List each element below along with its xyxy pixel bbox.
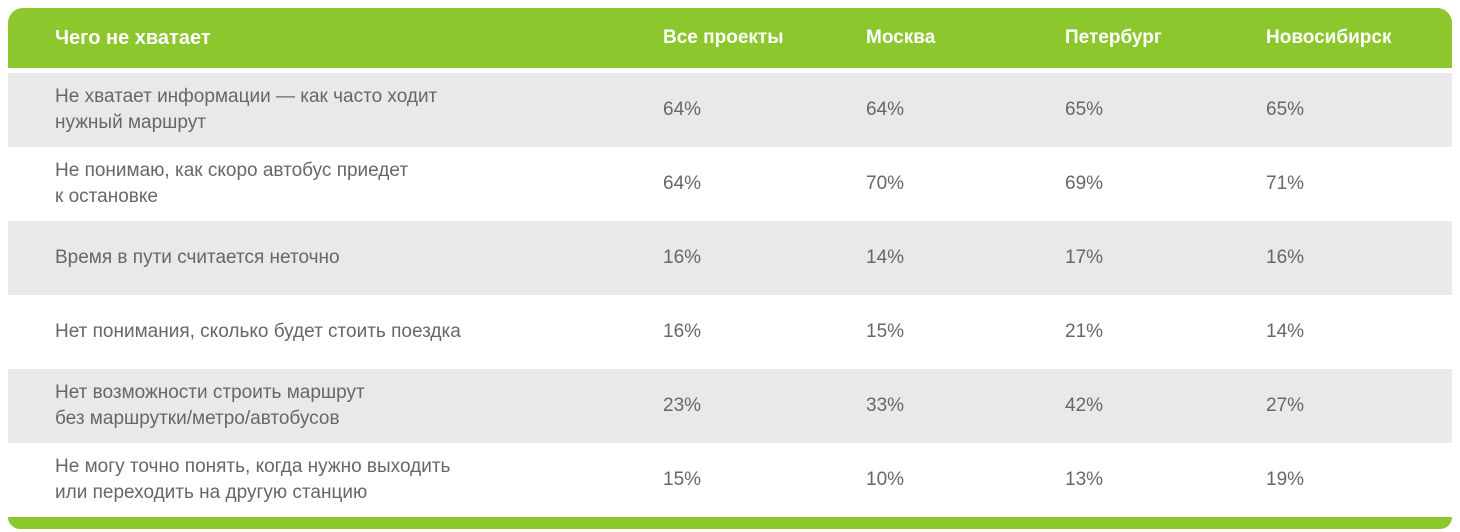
row-value: 14% bbox=[866, 247, 905, 268]
row-value: 69% bbox=[1065, 173, 1104, 194]
row-value: 71% bbox=[1266, 173, 1305, 194]
table-header-row: Чего не хватает Все проекты Москва Петер… bbox=[8, 8, 1452, 68]
row-value: 16% bbox=[663, 321, 702, 342]
survey-table-card: Чего не хватает Все проекты Москва Петер… bbox=[8, 8, 1452, 529]
row-value: 19% bbox=[1266, 469, 1305, 490]
row-label: Не хватает информации — как часто ходит … bbox=[55, 86, 438, 133]
table-row: Не понимаю, как скоро автобус приедет к … bbox=[8, 147, 1452, 221]
row-value: 16% bbox=[663, 247, 702, 268]
header-col-moscow: Москва bbox=[866, 27, 936, 48]
table-row: Время в пути считается неточно 16% 14% 1… bbox=[8, 221, 1452, 295]
table-body: Не хватает информации — как часто ходит … bbox=[8, 73, 1452, 517]
table-footer-strip bbox=[8, 517, 1452, 529]
table-row: Не могу точно понять, когда нужно выходи… bbox=[8, 443, 1452, 517]
row-value: 15% bbox=[663, 469, 702, 490]
row-value: 10% bbox=[866, 469, 905, 490]
header-col-petersburg: Петербург bbox=[1065, 27, 1162, 48]
header-col-novosibirsk: Новосибирск bbox=[1266, 27, 1392, 48]
row-value: 65% bbox=[1266, 99, 1305, 120]
row-label: Время в пути считается неточно bbox=[55, 247, 340, 269]
row-value: 64% bbox=[866, 99, 905, 120]
row-label: Не понимаю, как скоро автобус приедет к … bbox=[55, 160, 409, 207]
row-value: 16% bbox=[1266, 247, 1305, 268]
row-label: Нет возможности строить маршрут без марш… bbox=[55, 382, 365, 429]
row-value: 65% bbox=[1065, 99, 1104, 120]
row-value: 64% bbox=[663, 99, 702, 120]
row-value: 64% bbox=[663, 173, 702, 194]
row-value: 13% bbox=[1065, 469, 1104, 490]
header-col-all-projects: Все проекты bbox=[663, 27, 784, 48]
table-row: Нет понимания, сколько будет стоить поез… bbox=[8, 295, 1452, 369]
row-value: 21% bbox=[1065, 321, 1104, 342]
row-value: 27% bbox=[1266, 395, 1305, 416]
table-row: Нет возможности строить маршрут без марш… bbox=[8, 369, 1452, 443]
header-question-column: Чего не хватает bbox=[55, 26, 211, 49]
row-value: 70% bbox=[866, 173, 905, 194]
row-value: 17% bbox=[1065, 247, 1104, 268]
row-value: 33% bbox=[866, 395, 905, 416]
row-label: Нет понимания, сколько будет стоить поез… bbox=[55, 321, 461, 343]
row-value: 23% bbox=[663, 395, 702, 416]
table-row: Не хватает информации — как часто ходит … bbox=[8, 73, 1452, 147]
row-label: Не могу точно понять, когда нужно выходи… bbox=[55, 456, 451, 503]
row-value: 15% bbox=[866, 321, 905, 342]
row-value: 42% bbox=[1065, 395, 1104, 416]
row-value: 14% bbox=[1266, 321, 1305, 342]
